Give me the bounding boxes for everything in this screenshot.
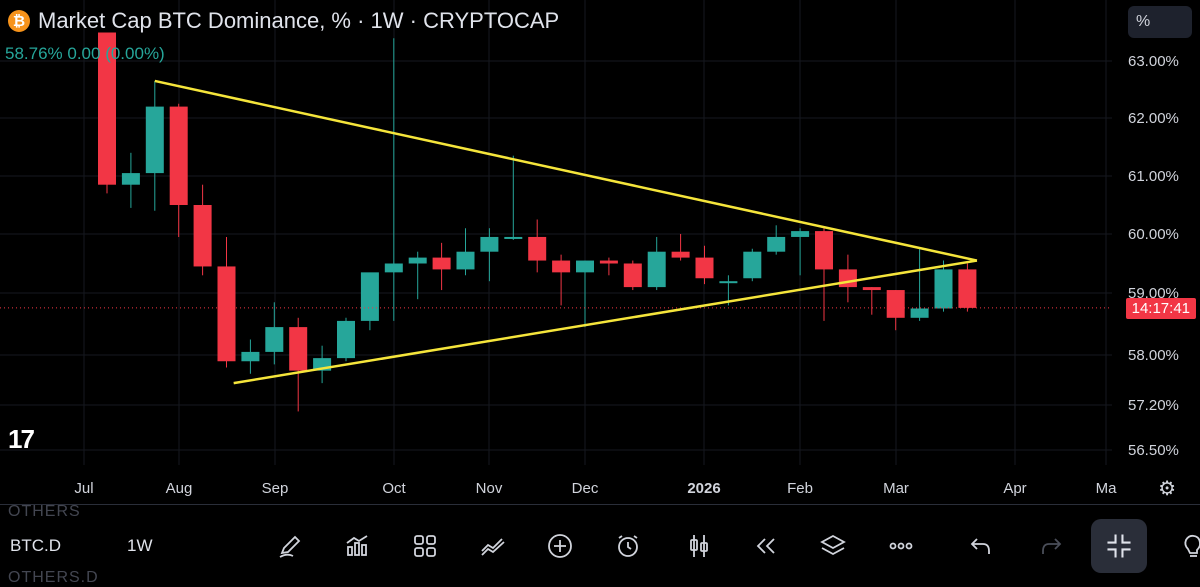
candle-body — [528, 236, 547, 261]
candle-body — [384, 263, 403, 273]
candle-body — [623, 263, 642, 288]
candle-body — [145, 106, 164, 174]
candle-body — [910, 308, 929, 318]
candle-body — [934, 269, 953, 309]
x-tick-label: Feb — [787, 480, 813, 497]
candle-body — [289, 327, 308, 371]
x-tick-label: 2026 — [687, 480, 720, 497]
candle-body — [695, 257, 714, 279]
candle-body — [838, 269, 857, 288]
alert-icon[interactable] — [613, 531, 643, 561]
x-tick-label: Dec — [572, 480, 599, 497]
undo-icon[interactable] — [966, 531, 996, 561]
change-readout: 58.76% 0.00 (0.00%) — [5, 44, 165, 63]
y-tick-label: 63.00% — [1128, 53, 1179, 70]
candle-body — [360, 272, 379, 321]
candle-body — [337, 320, 355, 359]
x-tick-label: Oct — [382, 480, 406, 497]
candle-body — [193, 205, 212, 267]
layers-icon[interactable] — [818, 531, 848, 561]
y-tick-label: 56.50% — [1128, 442, 1179, 459]
candle-body — [671, 251, 690, 258]
fullscreen-exit-icon — [1107, 534, 1131, 558]
x-tick-label: Mar — [883, 480, 909, 497]
candle-body — [599, 260, 618, 264]
triangle-lower-line — [233, 259, 978, 385]
timeframe-button[interactable]: 1W — [127, 536, 153, 555]
y-tick-label: 61.00% — [1128, 168, 1179, 185]
x-tick-label: Apr — [1003, 480, 1026, 497]
more-icon[interactable] — [886, 531, 916, 561]
candle-body — [98, 32, 116, 185]
candle-body — [504, 236, 523, 239]
settings-icon[interactable]: ⚙ — [1158, 478, 1176, 500]
ghost-symbol-above: OTHERS — [8, 503, 81, 520]
x-tick-label: Aug — [166, 480, 193, 497]
fullscreen-exit-button[interactable] — [1091, 519, 1147, 573]
candle-body — [743, 251, 762, 279]
trendline-icon[interactable] — [478, 531, 508, 561]
chart-title: Market Cap BTC Dominance, % · 1W · CRYPT… — [38, 8, 560, 33]
idea-icon[interactable] — [1178, 531, 1200, 561]
x-tick-label: Sep — [262, 480, 289, 497]
redo-icon[interactable] — [1036, 531, 1066, 561]
candle-body — [217, 266, 236, 362]
candle-body — [121, 173, 140, 185]
tradingview-logo: 17 — [8, 424, 35, 454]
candle-body — [886, 290, 905, 318]
x-tick-label: Jul — [74, 480, 93, 497]
candle-body — [719, 281, 738, 284]
candle-body — [552, 260, 571, 273]
candle-body — [958, 269, 977, 308]
symbol-button[interactable]: BTC.D — [10, 536, 61, 555]
candle-body — [647, 251, 666, 288]
y-tick-label: 59.00% — [1128, 285, 1179, 302]
candle-body — [815, 231, 833, 270]
candle-body — [576, 260, 594, 273]
candle-body — [241, 351, 260, 362]
bar-countdown-tag: 14:17:41 — [1125, 298, 1196, 319]
triangle-upper-line — [154, 79, 978, 262]
replay-icon[interactable] — [751, 531, 781, 561]
candle-body — [456, 251, 475, 270]
x-tick-label: Ma — [1096, 480, 1117, 497]
indicators-icon[interactable] — [342, 531, 372, 561]
y-tick-label: 62.00% — [1128, 110, 1179, 127]
ghost-symbol-below: OTHERS.D — [8, 569, 99, 586]
candle-body — [265, 327, 284, 352]
candles-icon[interactable] — [684, 531, 714, 561]
x-tick-label: Nov — [476, 480, 503, 497]
y-tick-label: 58.00% — [1128, 347, 1179, 364]
candle-body — [767, 236, 786, 252]
price-unit-button[interactable]: % — [1128, 6, 1192, 38]
y-tick-label: 60.00% — [1128, 226, 1179, 243]
candle-body — [480, 236, 499, 252]
candle-body — [169, 106, 188, 205]
candle-body — [432, 257, 451, 270]
y-tick-label: 57.20% — [1128, 397, 1179, 414]
bottom-toolbar: OTHERS BTC.D 1W OTHERS.D — [0, 503, 1200, 586]
candlestick-chart[interactable]: 63.00% 62.00% 61.00% 60.00% 59.00% 58.00% 57.2… — [0, 0, 1200, 504]
bitcoin-icon: ₿ — [8, 10, 30, 32]
candle-body — [862, 287, 881, 291]
chart-header: ₿ Market Cap BTC Dominance, % · 1W · CRY… — [8, 8, 559, 34]
layouts-icon[interactable] — [410, 531, 440, 561]
candle-body — [408, 257, 427, 264]
pen-icon[interactable] — [275, 531, 305, 561]
add-icon[interactable] — [545, 531, 575, 561]
candle-body — [791, 231, 810, 237]
